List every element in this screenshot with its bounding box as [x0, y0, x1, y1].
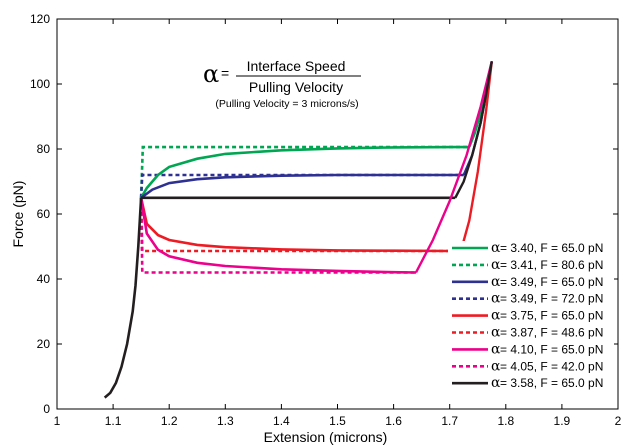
- legend-entry-label: = 3.87, F = 48.6 pN: [500, 326, 603, 340]
- y-tick-label: 80: [37, 142, 51, 156]
- legend-alpha-symbol: α: [491, 325, 501, 341]
- legend-alpha-symbol: α: [491, 308, 501, 324]
- end-rise-curve-2: [459, 61, 493, 252]
- legend-alpha-symbol: α: [491, 274, 501, 290]
- equation-alpha: α: [203, 60, 219, 88]
- equation-annotation: α = Interface Speed Pulling Velocity (Pu…: [203, 58, 361, 110]
- x-tick-label: 1.4: [273, 414, 290, 428]
- legend-entry-label: = 3.40, F = 65.0 pN: [500, 241, 603, 255]
- series-line-5: [139, 197, 461, 253]
- equation-equals: =: [221, 65, 229, 81]
- legend: α = 3.40, F = 65.0 pNα = 3.41, F = 80.6 pN…: [448, 240, 614, 399]
- y-tick-label: 120: [30, 12, 50, 26]
- legend-entry-label: = 3.75, F = 65.0 pN: [500, 309, 603, 323]
- y-tick-label: 40: [37, 272, 51, 286]
- x-tick-label: 1.5: [329, 414, 346, 428]
- series-line-6: [139, 197, 417, 274]
- legend-alpha-symbol: α: [491, 341, 501, 357]
- axes: 1 1.1 1.2 1.3 1.4 1.5 1.6 1.7 1.8 1.9 202040608010…: [10, 12, 622, 445]
- legend-entry-label: = 3.49, F = 72.0 pN: [500, 292, 603, 306]
- end-rise-curve-3: [414, 61, 493, 274]
- x-tick-label: 2: [615, 414, 622, 428]
- legend-entry-label: = 3.58, F = 65.0 pN: [500, 376, 603, 390]
- series-line-4: [139, 197, 461, 253]
- legend-alpha-symbol: α: [491, 257, 501, 273]
- x-tick-label: 1.6: [385, 414, 402, 428]
- y-axis-label: Force (pN): [10, 181, 26, 248]
- equation-denominator: Pulling Velocity: [249, 79, 343, 95]
- x-tick-label: 1.7: [441, 414, 458, 428]
- y-tick-label: 0: [43, 402, 50, 416]
- legend-entry-label: = 3.41, F = 80.6 pN: [500, 258, 603, 272]
- x-tick-label: 1.9: [554, 414, 571, 428]
- series-line-3: [139, 173, 464, 198]
- x-tick-label: 1.3: [217, 414, 234, 428]
- y-tick-label: 100: [30, 77, 50, 91]
- x-axis-label: Extension (microns): [264, 429, 388, 445]
- x-tick-label: 1: [54, 414, 61, 428]
- legend-alpha-symbol: α: [491, 291, 501, 307]
- legend-alpha-symbol: α: [491, 358, 501, 374]
- series-line-1: [139, 145, 470, 198]
- end-rise-curve-4: [454, 61, 493, 199]
- legend-entry-label: = 3.49, F = 65.0 pN: [500, 275, 603, 289]
- legend-box: [448, 241, 614, 399]
- x-tick-label: 1.2: [161, 414, 178, 428]
- y-tick-label: 20: [37, 337, 51, 351]
- equation-numerator: Interface Speed: [247, 58, 346, 74]
- series-line-7: [139, 197, 416, 274]
- equation-note: (Pulling Velocity = 3 microns/s): [215, 98, 358, 110]
- legend-alpha-symbol: α: [491, 375, 501, 391]
- y-tick-label: 60: [37, 207, 51, 221]
- plot-lines: [103, 61, 493, 399]
- series-line-2: [140, 173, 464, 199]
- legend-alpha-symbol: α: [491, 240, 501, 256]
- x-tick-label: 1.1: [105, 414, 122, 428]
- initial-rise-curve: [103, 197, 143, 399]
- legend-entry-label: = 4.10, F = 65.0 pN: [500, 342, 603, 356]
- legend-entry-label: = 4.05, F = 42.0 pN: [500, 359, 603, 373]
- series-line-0: [139, 145, 470, 199]
- x-tick-label: 1.8: [497, 414, 514, 428]
